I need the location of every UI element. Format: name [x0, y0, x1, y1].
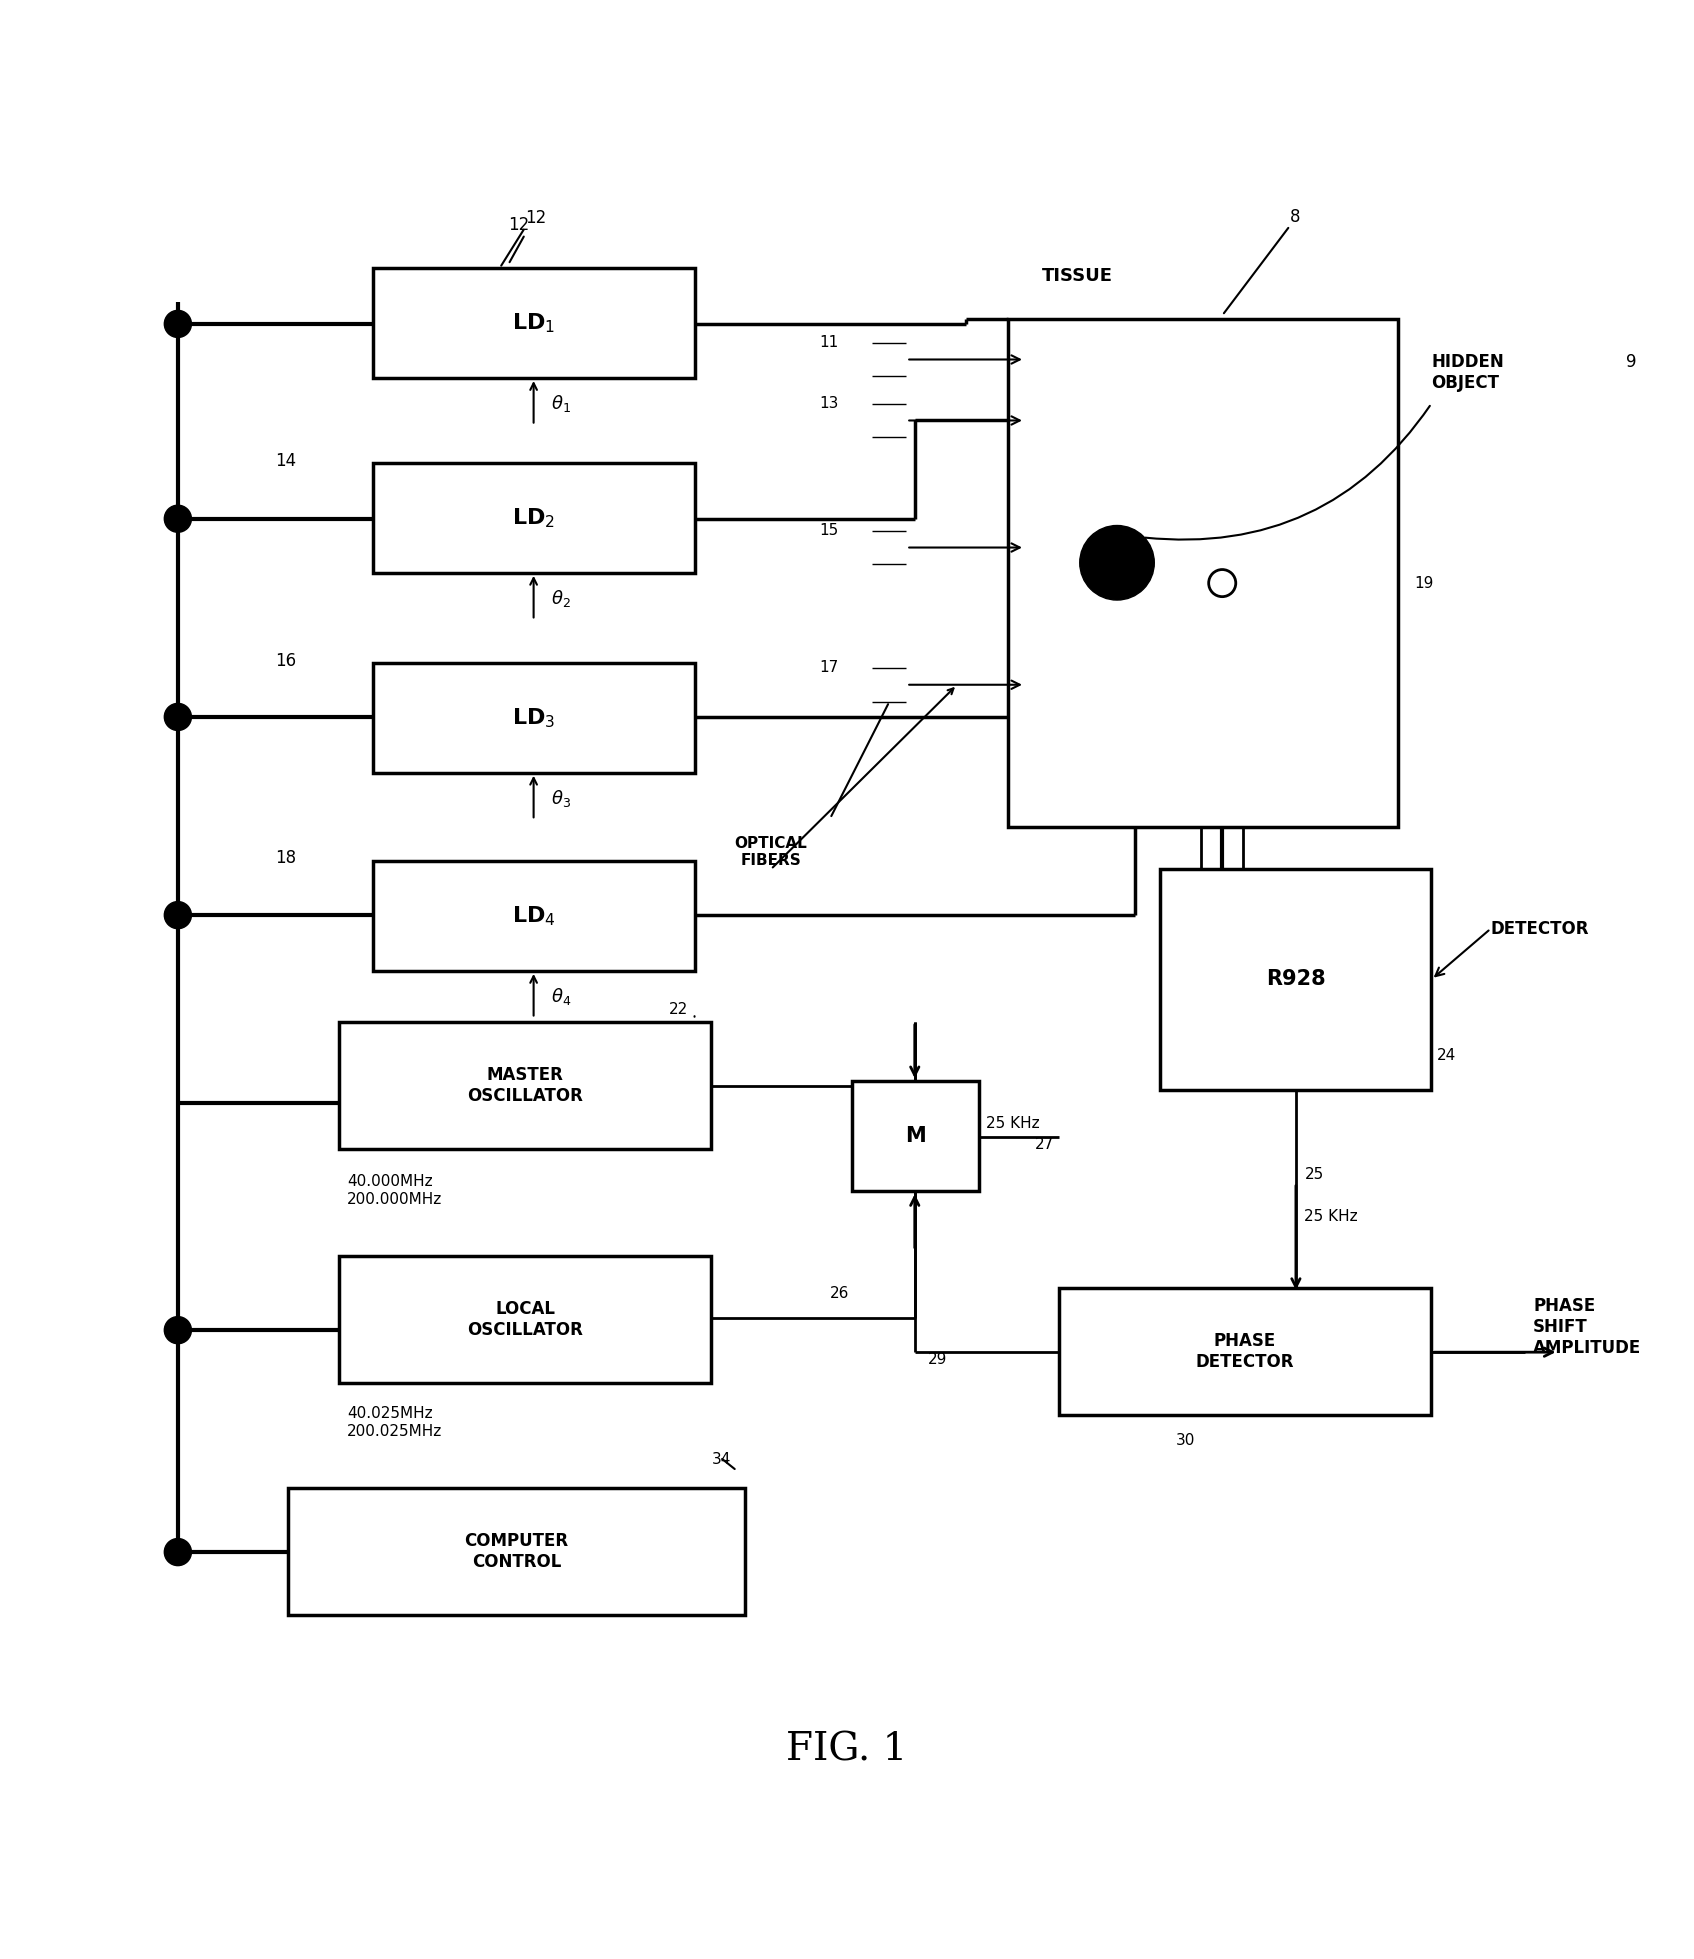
Text: FIG. 1: FIG. 1: [786, 1732, 908, 1769]
Text: 40.025MHz
200.025MHz: 40.025MHz 200.025MHz: [347, 1407, 442, 1438]
Text: M: M: [905, 1126, 927, 1146]
Text: OPTICAL
FIBERS: OPTICAL FIBERS: [735, 835, 806, 868]
Text: 18: 18: [276, 848, 296, 866]
Circle shape: [164, 901, 191, 929]
Text: 16: 16: [276, 652, 296, 670]
Text: 27: 27: [1035, 1136, 1054, 1152]
Text: $\theta_4$: $\theta_4$: [551, 985, 571, 1007]
Text: $\theta_2$: $\theta_2$: [551, 588, 571, 609]
Text: 8: 8: [1291, 208, 1301, 225]
FancyBboxPatch shape: [373, 462, 695, 572]
Text: LD$_3$: LD$_3$: [512, 705, 556, 729]
FancyBboxPatch shape: [852, 1081, 979, 1191]
Text: 40.000MHz
200.000MHz: 40.000MHz 200.000MHz: [347, 1173, 442, 1207]
FancyBboxPatch shape: [1008, 319, 1398, 827]
Text: LD$_4$: LD$_4$: [512, 905, 556, 929]
Text: 30: 30: [1176, 1434, 1196, 1448]
Text: $\theta_3$: $\theta_3$: [551, 788, 571, 809]
Text: 14: 14: [276, 453, 296, 470]
Text: 29: 29: [928, 1352, 947, 1367]
Text: LOCAL
OSCILLATOR: LOCAL OSCILLATOR: [468, 1299, 583, 1338]
Text: 34: 34: [711, 1452, 730, 1467]
Text: 25: 25: [1304, 1168, 1323, 1181]
FancyBboxPatch shape: [339, 1256, 711, 1383]
Text: MASTER
OSCILLATOR: MASTER OSCILLATOR: [468, 1066, 583, 1105]
Circle shape: [1079, 525, 1154, 599]
FancyBboxPatch shape: [1059, 1287, 1431, 1414]
Text: 12: 12: [508, 215, 530, 235]
Text: 25 KHz: 25 KHz: [986, 1117, 1040, 1130]
FancyBboxPatch shape: [1160, 870, 1431, 1089]
Circle shape: [164, 1316, 191, 1344]
Text: HIDDEN
OBJECT: HIDDEN OBJECT: [1431, 353, 1504, 392]
FancyBboxPatch shape: [288, 1487, 745, 1614]
Text: 24: 24: [1437, 1048, 1455, 1064]
Text: 22: 22: [669, 1001, 688, 1017]
Text: $\theta_1$: $\theta_1$: [551, 394, 571, 413]
Text: COMPUTER
CONTROL: COMPUTER CONTROL: [464, 1532, 569, 1571]
FancyBboxPatch shape: [339, 1023, 711, 1148]
Text: DETECTOR: DETECTOR: [1491, 919, 1589, 938]
FancyBboxPatch shape: [373, 662, 695, 774]
Text: LD$_1$: LD$_1$: [512, 311, 556, 335]
FancyBboxPatch shape: [373, 860, 695, 972]
Circle shape: [164, 505, 191, 533]
Text: LD$_2$: LD$_2$: [512, 505, 556, 529]
Text: PHASE
SHIFT
AMPLITUDE: PHASE SHIFT AMPLITUDE: [1533, 1297, 1641, 1356]
Text: 9: 9: [1626, 353, 1636, 370]
Text: R928: R928: [1265, 970, 1326, 989]
Text: 15: 15: [820, 523, 839, 539]
Circle shape: [1210, 570, 1237, 597]
Text: 13: 13: [820, 396, 839, 411]
Circle shape: [164, 310, 191, 337]
Text: 12: 12: [525, 210, 547, 227]
Circle shape: [164, 1538, 191, 1565]
Text: PHASE
DETECTOR: PHASE DETECTOR: [1196, 1332, 1294, 1371]
Text: 11: 11: [820, 335, 839, 351]
Text: 19: 19: [1414, 576, 1433, 590]
Text: 25 KHz: 25 KHz: [1304, 1209, 1359, 1224]
FancyBboxPatch shape: [373, 268, 695, 378]
Text: 26: 26: [830, 1287, 849, 1301]
Text: TISSUE: TISSUE: [1042, 266, 1113, 284]
Text: 17: 17: [820, 660, 839, 676]
Circle shape: [164, 703, 191, 731]
